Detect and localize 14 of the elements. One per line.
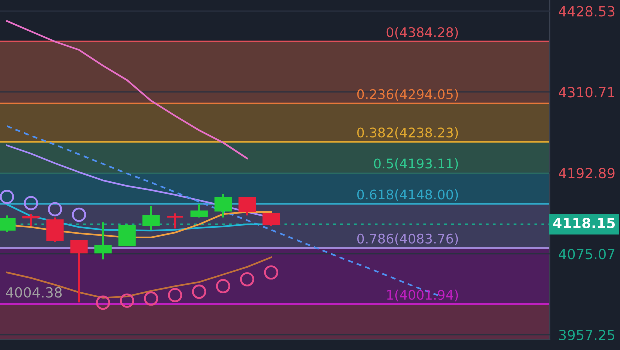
y-tick-label: 4075.07 [559, 249, 615, 260]
ref-line-label: 0(4384.28) [386, 27, 458, 39]
ref-line-label: 0.618(4148.00) [357, 190, 458, 202]
y-tick-label: 4310.71 [559, 87, 614, 98]
ref-line-label: 0.236(4294.05) [357, 89, 458, 101]
ref-line-label: 0.786(4083.76) [357, 234, 458, 246]
ref-line-label: 0.382(4238.23) [357, 128, 458, 140]
ref-line-label: 4118.15 [553, 218, 616, 229]
ref-line-label: 0.5(4193.11) [374, 158, 458, 170]
y-tick-label: 4428.53 [559, 6, 615, 17]
annotation: 4004.38 [6, 287, 62, 298]
ref-line-label: 1(4001.94) [387, 290, 458, 302]
y-tick-label: 3957.25 [559, 330, 615, 340]
y-tick-label: 4192.89 [559, 168, 615, 179]
